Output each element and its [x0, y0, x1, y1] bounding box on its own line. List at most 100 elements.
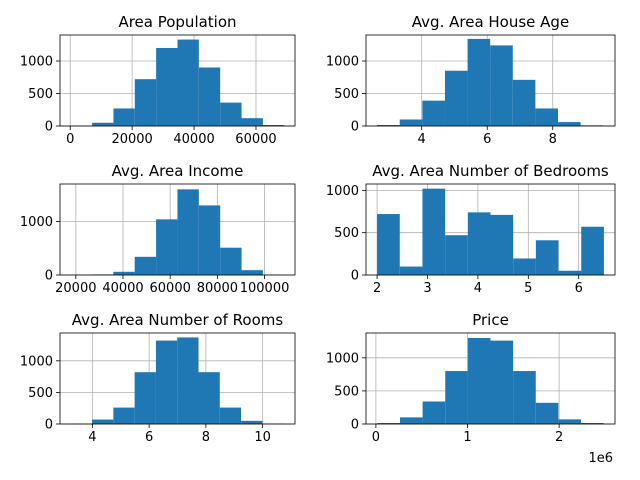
- histogram-bar: [535, 402, 559, 424]
- subplot-5: 4 6 8 10 0 500 1000 Avg. Area Number of Rooms: [20, 311, 296, 445]
- histogram-bar: [220, 247, 242, 275]
- x-tick-label: 8: [549, 132, 557, 147]
- histogram-bar: [156, 48, 178, 126]
- histogram-bar: [513, 258, 536, 275]
- histogram-bar: [467, 38, 491, 126]
- subplot-title: Avg. Area Number of Bedrooms: [372, 162, 609, 180]
- x-tick-label: 3: [423, 281, 431, 296]
- x-tick-label: 100000: [240, 281, 290, 296]
- histogram-bar: [113, 108, 135, 126]
- y-tick-label: 0: [45, 120, 53, 135]
- x-tick-label: 8: [202, 430, 210, 445]
- histogram-bar: [219, 407, 242, 424]
- x-tick-label: 20000: [111, 132, 152, 147]
- histogram-bar: [198, 67, 221, 126]
- x-tick-label: 60000: [235, 132, 276, 147]
- x-tick-label: 60000: [150, 281, 191, 296]
- y-tick-label: 1000: [326, 351, 359, 366]
- subplot-1: 0 20000 40000 60000 0 500 1000 Area Population: [20, 13, 296, 147]
- histogram-bar: [241, 420, 263, 424]
- subplot-title: Avg. Area Number of Rooms: [72, 311, 284, 329]
- x-tick-label: 40000: [102, 281, 143, 296]
- histogram-bar: [156, 219, 178, 275]
- histogram-bar: [558, 270, 582, 275]
- subplot-title: Area Population: [118, 13, 236, 31]
- histogram-bar: [467, 337, 491, 424]
- x-tick-label: 6: [575, 281, 583, 296]
- y-tick-label: 0: [351, 120, 359, 135]
- subplot-6: 0 1 2 0 500 1000 Price 1e6: [326, 311, 616, 466]
- x-tick-label: 20000: [55, 281, 96, 296]
- histogram-bar: [399, 119, 423, 126]
- x-tick-label: 2: [555, 430, 563, 445]
- histogram-bar: [399, 417, 423, 424]
- x-tick-label: 40000: [173, 132, 214, 147]
- x-tick-label: 0: [372, 430, 380, 445]
- histogram-bar: [92, 419, 114, 424]
- histogram-bar: [113, 407, 135, 424]
- subplot-3: 20000 40000 60000 80000 100000 0 1000 Avg. Area…: [20, 162, 296, 296]
- x-tick-label: 2: [373, 281, 381, 296]
- histogram-bar: [535, 240, 559, 275]
- histogram-bar: [377, 125, 400, 126]
- y-tick-label: 500: [334, 384, 359, 399]
- histogram-bar: [113, 271, 135, 275]
- histogram-bar: [155, 340, 178, 424]
- histogram-bar: [198, 205, 221, 275]
- histogram-bar: [581, 423, 604, 424]
- histogram-bar: [377, 423, 400, 424]
- x-tick-label: 6: [483, 132, 491, 147]
- histogram-bar: [177, 337, 199, 424]
- subplot-2: 4 6 8 0 500 1000 Avg. Area House Age: [326, 13, 616, 147]
- y-tick-label: 1000: [20, 354, 53, 369]
- histogram-bar: [399, 266, 423, 275]
- histogram-bar: [422, 100, 445, 126]
- histogram-bar: [535, 108, 558, 126]
- subplot-title: Avg. Area House Age: [412, 13, 569, 31]
- subplot-title: Price: [472, 311, 509, 329]
- y-tick-label: 0: [45, 269, 53, 284]
- y-tick-label: 500: [334, 226, 359, 241]
- axes-frame: [365, 34, 616, 127]
- x-offset-label: 1e6: [588, 451, 613, 466]
- axes-frame: [59, 34, 296, 127]
- histogram-bar: [422, 401, 446, 424]
- y-tick-label: 1000: [326, 184, 359, 199]
- histogram-bar: [220, 102, 242, 126]
- histogram-bar: [241, 118, 263, 126]
- histogram-bar: [467, 212, 491, 275]
- histogram-bar: [134, 256, 157, 275]
- x-tick-label: 0: [66, 132, 74, 147]
- axes-frame: [59, 183, 296, 276]
- y-tick-label: 500: [334, 87, 359, 102]
- x-tick-label: 10: [254, 430, 271, 445]
- histogram-bar: [512, 79, 536, 126]
- histogram-bar: [92, 122, 114, 126]
- histogram-bar: [377, 214, 400, 275]
- y-tick-label: 1000: [326, 55, 359, 70]
- histogram-bar: [490, 340, 514, 424]
- histogram-bar: [445, 235, 468, 275]
- x-tick-label: 4: [88, 430, 96, 445]
- y-tick-label: 500: [28, 87, 53, 102]
- x-tick-label: 4: [474, 281, 482, 296]
- histogram-bar: [557, 122, 581, 126]
- histogram-bar: [558, 419, 582, 424]
- histogram-bar: [490, 214, 514, 275]
- y-tick-label: 0: [45, 418, 53, 433]
- histogram-bar: [422, 188, 446, 275]
- y-tick-label: 500: [28, 386, 53, 401]
- subplot-title: Avg. Area Income: [112, 162, 244, 180]
- histogram-bar: [177, 39, 199, 126]
- histogram-bar: [198, 372, 220, 424]
- x-tick-label: 80000: [197, 281, 238, 296]
- x-tick-label: 6: [145, 430, 153, 445]
- histogram-bar: [490, 45, 513, 126]
- axes-frame: [59, 332, 296, 425]
- x-tick-label: 1: [463, 430, 471, 445]
- y-tick-label: 0: [351, 269, 359, 284]
- subplot-4: 2 3 4 5 6 0 500 1000 Avg. Area Number of Bedroom…: [326, 162, 616, 296]
- x-tick-label: 5: [524, 281, 532, 296]
- axes-frame: [365, 332, 616, 425]
